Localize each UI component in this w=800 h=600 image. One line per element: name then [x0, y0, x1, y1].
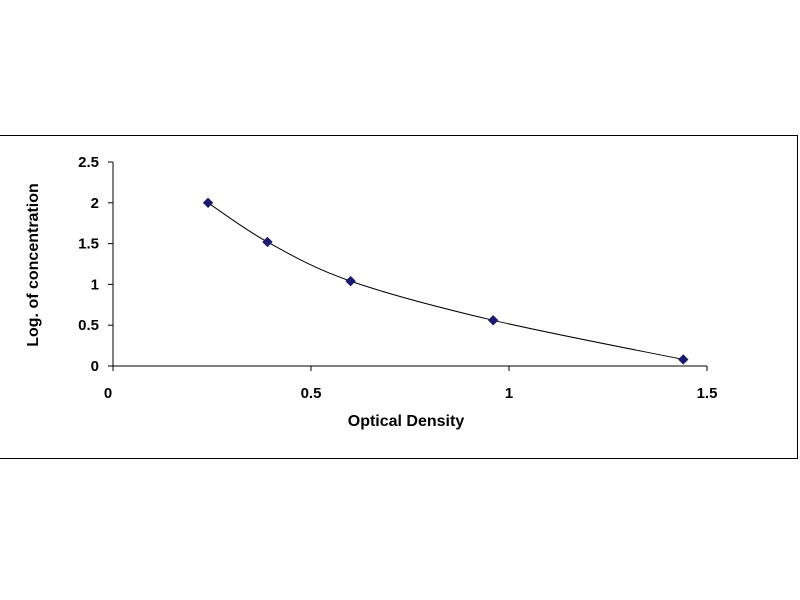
y-tick-label: 1 — [91, 276, 99, 293]
y-tick-label: 0.5 — [78, 317, 99, 334]
x-tick-label: 1 — [505, 385, 513, 402]
data-point — [262, 236, 273, 248]
data-points — [202, 197, 689, 365]
x-tick-label: 0.5 — [301, 385, 322, 402]
y-tick-label: 1.5 — [78, 236, 99, 253]
axes — [112, 162, 707, 367]
trend-curve — [207, 202, 684, 360]
chart-frame — [0, 135, 798, 459]
x-tick-label: 1.5 — [697, 385, 718, 402]
data-point — [487, 315, 499, 326]
x-tick-label: 0 — [104, 385, 112, 402]
y-ticks: 0 0.5 1 1.5 2 2.5 — [78, 154, 113, 375]
x-axis-title: Optical Density — [348, 413, 465, 430]
data-point — [345, 275, 356, 287]
data-point — [202, 197, 214, 209]
y-tick-label: 2.5 — [78, 154, 99, 171]
y-tick-label: 0 — [91, 358, 99, 375]
y-tick-label: 2 — [91, 195, 99, 212]
data-point — [678, 354, 689, 365]
x-ticks: 0 0.5 1 1.5 — [104, 366, 718, 402]
y-axis-title: Log. of concentration — [25, 183, 42, 347]
